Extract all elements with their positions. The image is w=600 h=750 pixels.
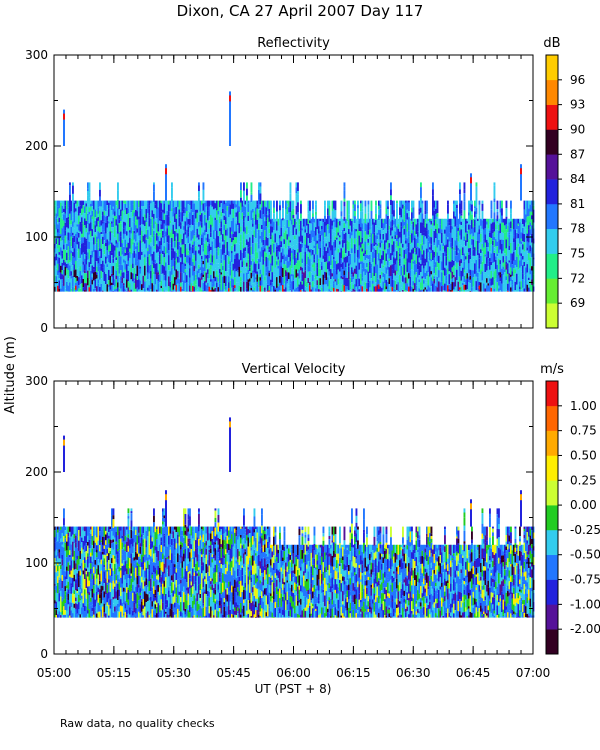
velocity-colorbar-label: -2.00 [570,622,600,636]
velocity-colorbar-swatch [546,455,558,481]
reflectivity-colorbar-swatch [546,55,558,81]
reflectivity-colorbar-label: 87 [570,147,585,161]
velocity-colorbar-unit: m/s [540,362,564,377]
reflectivity-colorbar-label: 78 [570,222,585,236]
reflectivity-colorbar-label: 72 [570,271,585,285]
reflectivity-colorbar-swatch [546,79,558,105]
velocity-colorbar-label: -0.75 [570,573,600,587]
reflectivity-heatmap [54,91,535,292]
velocity-colorbar-swatch [546,381,558,407]
reflectivity-title: Reflectivity [257,36,330,51]
velocity-colorbar-swatch [546,405,558,431]
time-axis-label: UT (PST + 8) [255,682,332,696]
velocity-y-ticks: 0 100 200 300 [25,374,533,661]
velocity-colorbar-label: 0.75 [570,424,597,438]
velocity-colorbar-swatch [546,554,558,580]
velocity-heatmap [54,417,535,618]
time-tick-label: 05:15 [97,666,132,680]
reflectivity-colorbar-swatch [546,303,558,329]
velocity-colorbar-swatch [546,579,558,605]
reflectivity-colorbar-swatch [546,278,558,304]
time-tick-label: 06:45 [456,666,491,680]
time-tick-label: 06:00 [276,666,311,680]
time-tick-label: 05:30 [156,666,191,680]
velocity-colorbar-swatch [546,430,558,456]
time-axis-tick-labels: 05:00 05:15 05:30 05:45 06:00 06:15 06:30 06:45… [37,666,551,680]
reflectivity-panel: Reflectivity 0 100 200 300 69 72 75 78 81 84 87 90 93… [25,36,585,335]
velocity-colorbar-label: 0.00 [570,498,597,512]
velocity-colorbar-swatch [546,629,558,655]
velocity-colorbar-swatch [546,505,558,531]
reflectivity-colorbar-swatch [546,154,558,180]
reflectivity-y-tick-label: 100 [25,230,48,244]
velocity-y-tick-label: 0 [40,647,48,661]
velocity-y-tick-label: 200 [25,465,48,479]
reflectivity-y-tick-label: 300 [25,48,48,62]
time-tick-label: 05:45 [216,666,251,680]
reflectivity-x-ticks [53,55,534,328]
velocity-colorbar-label: 1.00 [570,399,597,413]
velocity-colorbar-label: -0.50 [570,548,600,562]
reflectivity-y-tick-label: 0 [40,321,48,335]
reflectivity-colorbar-label: 69 [570,296,585,310]
time-tick-label: 06:15 [336,666,371,680]
reflectivity-colorbar-swatch [546,203,558,230]
reflectivity-colorbar-label: 81 [570,197,585,211]
reflectivity-colorbar-swatch [546,253,558,279]
velocity-colorbar-label: 0.25 [570,473,597,487]
time-tick-label: 05:00 [37,666,72,680]
velocity-x-ticks [53,381,534,654]
velocity-colorbar-swatch [546,604,558,630]
reflectivity-colorbar-swatch [546,179,558,205]
reflectivity-colorbar-label: 84 [570,172,585,186]
reflectivity-colorbar-swatch [546,228,558,254]
reflectivity-colorbar-label: 96 [570,73,585,87]
time-tick-label: 07:00 [516,666,551,680]
reflectivity-colorbar-swatch [546,104,558,130]
velocity-colorbar-label: -1.00 [570,597,600,611]
velocity-title: Vertical Velocity [242,362,346,377]
velocity-y-tick-label: 300 [25,374,48,388]
vertical-velocity-panel: Vertical Velocity 0 100 200 300 -2.00 -1.00 -0.… [25,362,600,661]
time-tick-label: 06:30 [396,666,431,680]
reflectivity-colorbar-label: 75 [570,247,585,261]
reflectivity-colorbar-swatch [546,129,558,155]
reflectivity-y-tick-label: 200 [25,139,48,153]
velocity-colorbar-label: 0.50 [570,448,597,462]
reflectivity-y-ticks: 0 100 200 300 [25,48,533,335]
velocity-y-tick-label: 100 [25,556,48,570]
footnote: Raw data, no quality checks [60,717,215,730]
altitude-axis-label: Altitude (m) [3,336,18,414]
reflectivity-colorbar-unit: dB [543,36,560,51]
reflectivity-colorbar-label: 90 [570,122,585,136]
figure-title: Dixon, CA 27 April 2007 Day 117 [177,2,424,20]
reflectivity-colorbar-label: 93 [570,98,585,112]
velocity-colorbar-swatch [546,480,558,506]
velocity-colorbar-label: -0.25 [570,523,600,537]
velocity-colorbar: -2.00 -1.00 -0.75 -0.50 -0.25 0.00 0.25 0.50 0.7… [540,362,600,655]
reflectivity-colorbar: 69 72 75 78 81 84 87 90 93 96 dB [543,36,585,329]
velocity-colorbar-swatch [546,529,558,556]
